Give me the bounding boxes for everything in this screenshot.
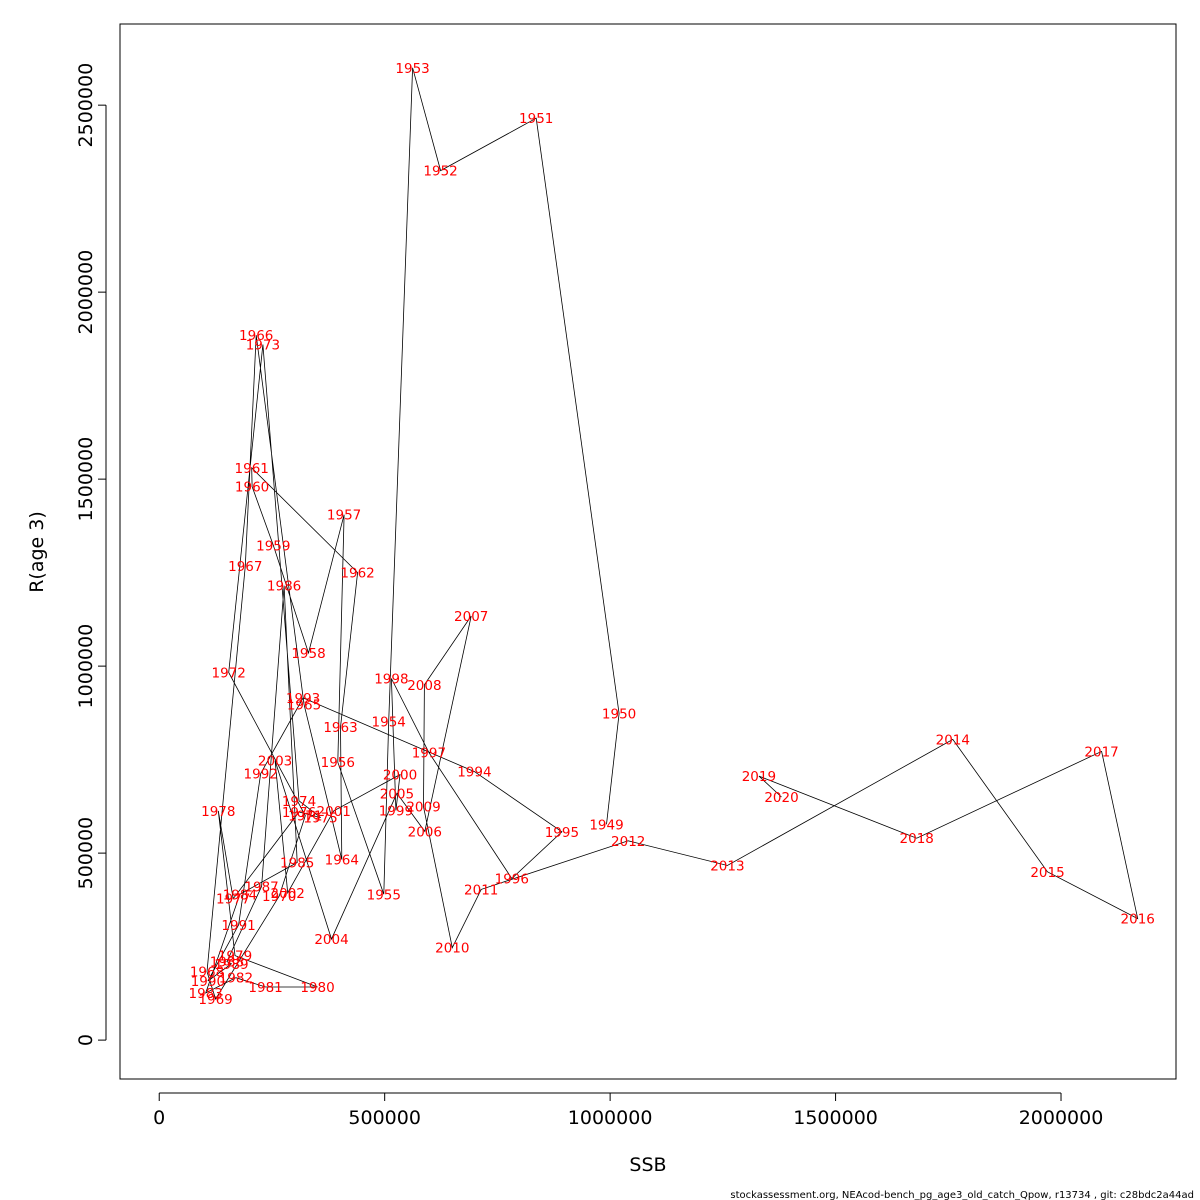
- year-label-1951: 1951: [519, 111, 553, 127]
- year-label-1956: 1956: [321, 755, 355, 771]
- plot-frame: [119, 23, 1177, 1080]
- year-label-1970: 1970: [262, 889, 296, 905]
- year-label-1992: 1992: [244, 767, 278, 783]
- footer-note: stockassessment.org, NEAcod-bench_pg_age…: [730, 1190, 1194, 1200]
- year-label-1967: 1967: [228, 559, 262, 575]
- year-label-2020: 2020: [764, 790, 798, 806]
- year-label-1994: 1994: [457, 765, 491, 781]
- year-label-1997: 1997: [412, 746, 446, 762]
- year-label-1984: 1984: [223, 887, 257, 903]
- y-tick-label: 2500000: [75, 63, 97, 148]
- year-label-2013: 2013: [710, 859, 744, 875]
- year-label-2000: 2000: [383, 768, 417, 784]
- year-label-1964: 1964: [325, 853, 359, 869]
- year-label-1950: 1950: [602, 707, 636, 723]
- year-label-1969: 1969: [198, 992, 232, 1008]
- year-label-1968: 1968: [190, 965, 224, 981]
- year-label-1977: 1977: [216, 892, 250, 908]
- year-label-1998: 1998: [374, 672, 408, 688]
- year-label-1953: 1953: [395, 61, 429, 77]
- y-tick-label: 1000000: [75, 624, 97, 709]
- recruitment-path: [204, 67, 1139, 1000]
- y-tick-label: 500000: [75, 817, 97, 890]
- year-label-2017: 2017: [1084, 744, 1118, 760]
- year-label-1954: 1954: [372, 715, 406, 731]
- axes: 0 500000 1000000 1500000 2000000 0 500000 10000…: [75, 63, 1103, 1129]
- year-label-1990: 1990: [191, 974, 225, 990]
- year-label-2015: 2015: [1030, 865, 1064, 881]
- year-label-1966: 1966: [239, 328, 273, 344]
- year-label-2007: 2007: [454, 609, 488, 625]
- year-label-1955: 1955: [367, 887, 401, 903]
- year-label-1978: 1978: [201, 804, 235, 820]
- year-label-1983: 1983: [189, 986, 223, 1002]
- x-tick-label: 0: [153, 1107, 165, 1129]
- year-label-1957: 1957: [327, 508, 361, 524]
- year-label-1962: 1962: [340, 566, 374, 582]
- x-tick-label: 1500000: [793, 1107, 878, 1129]
- x-tick-label: 2000000: [1019, 1107, 1104, 1129]
- x-axis-title: SSB: [629, 1154, 666, 1176]
- y-tick-label: 0: [75, 1034, 97, 1046]
- year-label-1989: 1989: [214, 957, 248, 973]
- year-label-1995: 1995: [545, 825, 579, 841]
- year-label-1993: 1993: [286, 691, 320, 707]
- year-label-1985: 1985: [280, 856, 314, 872]
- year-label-2004: 2004: [314, 932, 348, 948]
- year-label-2019: 2019: [742, 769, 776, 785]
- year-label-2014: 2014: [936, 732, 970, 748]
- year-labels: 1949 1950 1951 1952 1953 1954 1955 1956 1957 1958…: [189, 61, 1155, 1008]
- year-label-2003: 2003: [258, 754, 292, 770]
- year-label-2018: 2018: [900, 831, 934, 847]
- year-label-1963: 1963: [323, 720, 357, 736]
- year-label-1988: 1988: [210, 955, 244, 971]
- series-line: [204, 67, 1139, 1000]
- year-label-1952: 1952: [423, 164, 457, 180]
- year-label-1987: 1987: [244, 879, 278, 895]
- year-label-1976: 1976: [282, 805, 316, 821]
- y-tick-label: 1500000: [75, 437, 97, 522]
- year-label-1991: 1991: [221, 918, 255, 934]
- year-label-1949: 1949: [589, 817, 623, 833]
- year-label-1972: 1972: [212, 666, 246, 682]
- year-label-2001: 2001: [317, 804, 351, 820]
- year-label-1974: 1974: [282, 794, 316, 810]
- year-label-1981: 1981: [248, 980, 282, 996]
- year-label-2008: 2008: [407, 678, 441, 694]
- year-label-1999: 1999: [379, 804, 413, 820]
- year-label-1986: 1986: [267, 579, 301, 595]
- year-label-1973: 1973: [246, 338, 280, 354]
- year-label-1958: 1958: [291, 646, 325, 662]
- x-tick-label: 1000000: [568, 1107, 653, 1129]
- y-tick-label: 2000000: [75, 250, 97, 335]
- year-label-1979: 1979: [218, 949, 252, 965]
- year-label-2005: 2005: [380, 786, 414, 802]
- year-label-2012: 2012: [611, 834, 645, 850]
- year-label-1960: 1960: [235, 480, 269, 496]
- year-label-2011: 2011: [464, 882, 498, 898]
- x-tick-label: 500000: [348, 1107, 421, 1129]
- year-label-1982: 1982: [219, 971, 253, 987]
- year-label-2002: 2002: [271, 886, 305, 902]
- year-label-1975: 1975: [303, 811, 337, 827]
- year-label-1971: 1971: [288, 809, 322, 825]
- year-label-2010: 2010: [435, 941, 469, 957]
- year-label-1996: 1996: [495, 872, 529, 888]
- year-label-1980: 1980: [300, 980, 334, 996]
- year-label-1965: 1965: [287, 697, 321, 713]
- year-label-2009: 2009: [406, 800, 440, 816]
- year-label-1959: 1959: [256, 538, 290, 554]
- year-label-2006: 2006: [408, 824, 442, 840]
- year-label-2016: 2016: [1121, 912, 1155, 928]
- y-axis-title: R(age 3): [26, 511, 48, 593]
- year-label-1961: 1961: [235, 461, 269, 477]
